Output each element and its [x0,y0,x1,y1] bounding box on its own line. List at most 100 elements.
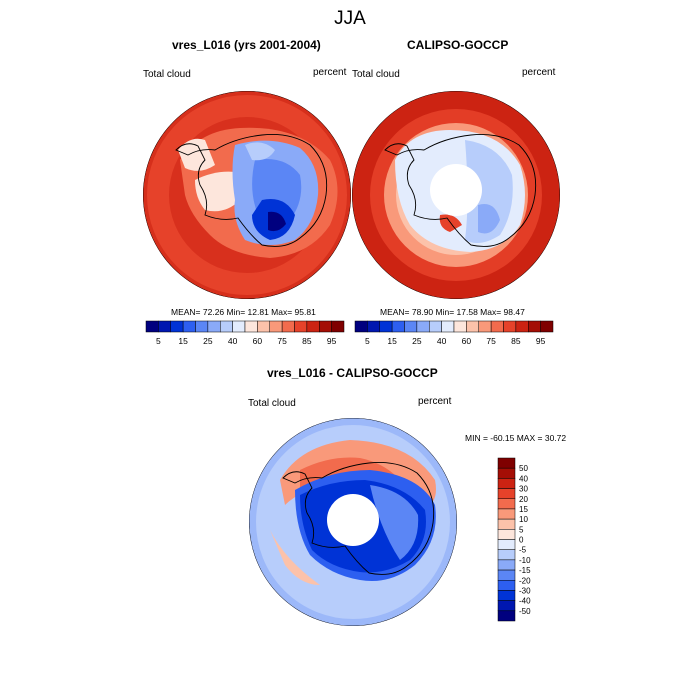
panel-3-colorbar-label: 10 [519,515,528,524]
panel-3-colorbar-label: 40 [519,474,528,483]
panel-3-colorbar-label: -40 [519,597,531,606]
panel-3-colorbar-label: -5 [519,546,527,555]
panel-3-units-label: percent [418,396,452,407]
panel-2-colorbar-box [416,320,430,333]
panel-1-light-patch [245,142,275,161]
panel-1-colorbar-label: 15 [178,336,188,346]
panel-1-colorbar-box [319,320,332,333]
panel-3-colorbar-box [497,508,516,520]
panel-1-colorbar-label: 5 [156,336,161,346]
panel-2-colorbar-box [515,320,529,333]
panel-2-colorbar-label: 40 [437,336,447,346]
panel-3-colorbar-box [497,498,516,510]
panel-1-stats: MEAN= 72.26 Min= 12.81 Max= 95.81 [171,307,316,317]
panel-1-colorbar-label: 40 [228,336,238,346]
panel-3-colorbar-box [497,478,516,489]
panel-2-stats: MEAN= 78.90 Min= 17.58 Max= 98.47 [380,307,525,317]
panel-1-colorbar-box [145,320,159,333]
panel-2-colorbar-label: 5 [365,336,370,346]
panel-3-colorbar-box [497,590,516,601]
panel-1-colorbar-label: 95 [327,336,337,346]
panel-2-units-label: percent [522,67,556,78]
panel-3-stats: MIN = -60.15 MAX = 30.72 [465,433,567,443]
panel-1-colorbar-box [244,320,258,333]
panel-1-colorbar-label: 60 [253,336,263,346]
panel-2-colorbar-box [429,320,442,333]
panel-1-colorbar-box [220,320,233,333]
panel-3-plateau-negative [370,485,419,560]
panel-3-colorbar-label: -30 [519,586,531,595]
page-title: JJA [334,8,366,29]
panel-1-colorbar-box [294,320,308,333]
panel-2-colorbar-box [441,320,455,333]
panel-3-map [249,418,457,626]
panel-3-colorbar-box [497,467,516,479]
panel-1-colorbar-box [269,320,283,333]
panel-2-colorbar-label: 85 [511,336,521,346]
panel-2-colorbar-label: 60 [462,336,472,346]
panel-3-variable-label: Total cloud [248,398,296,409]
panel-1-units-label: percent [313,67,347,78]
panel-2-colorbar-box [478,320,492,333]
panel-1-colorbar-box [170,320,184,333]
panel-3-colorbar-label: 5 [519,525,524,534]
panel-3-colorbar-box [497,559,516,571]
panel-3-colorbar-label: -15 [519,566,531,575]
panel-1-colorbar-box [232,320,246,333]
panel-1-colorbar-label: 25 [203,336,213,346]
panel-2-colorbar-box [379,320,393,333]
panel-1-colorbar-label: 85 [302,336,312,346]
panel-1-colorbar-box [306,320,320,333]
panel-1-colorbar-label: 75 [277,336,287,346]
panel-2-colorbar-label: 95 [536,336,546,346]
panel-2-title: CALIPSO-GOCCP [407,38,509,52]
panel-2-colorbar-box [528,320,541,333]
panel-1-colorbar-box [281,320,295,333]
panel-1-colorbar-box [207,320,221,333]
panel-3-title: vres_L016 - CALIPSO-GOCCP [267,366,438,380]
panel-1-colorbar: 5 15 25 40 60 75 85 95 [145,320,345,346]
panel-3-colorbar-label: -10 [519,556,531,565]
panel-3-colorbar-label: 50 [519,464,528,473]
panel-1-colorbar-box [182,320,196,333]
panel-1-variable-label: Total cloud [143,69,191,80]
panel-2-colorbar: 5 15 25 40 60 75 85 95 [354,320,554,346]
panel-2-interior-patch [478,204,500,234]
panel-2-colorbar-box [404,320,418,333]
panel-2-variable-label: Total cloud [352,69,400,80]
panel-3-colorbar-label: -20 [519,576,531,585]
panel-2-colorbar-box [367,320,380,333]
panel-3-colorbar-box [497,518,516,530]
panel-3-polar-gap [327,494,379,546]
panel-3-colorbar-box [497,549,516,561]
panel-2-coastline [384,134,537,247]
panel-2-colorbar-box [466,320,479,333]
panel-3-colorbar-box [497,539,516,550]
panel-3-colorbar-box [497,600,516,612]
panel-2-east-plateau [465,140,513,244]
panel-3-colorbar-label: 0 [519,536,524,545]
panel-2-colorbar-label: 25 [412,336,422,346]
panel-3-colorbar-label: -50 [519,607,531,616]
panel-3-colorbar-box [497,610,516,622]
panel-3-colorbar-box [497,529,516,540]
panel-2-colorbar-box [391,320,405,333]
panel-3-colorbar-box [497,580,516,591]
panel-2-colorbar-label: 75 [486,336,496,346]
panel-1-map [143,91,351,299]
panel-2-polar-gap [430,164,482,216]
panel-2-map [352,91,560,299]
panel-3-colorbar-box [497,569,516,581]
panel-2-colorbar-box [354,320,368,333]
panel-3-colorbar-label: 20 [519,495,528,504]
panel-1-deep-minimum [268,211,286,232]
panel-1-title: vres_L016 (yrs 2001-2004) [172,38,321,52]
panel-1-coastline [175,134,328,247]
panel-3-colorbar-label: 15 [519,505,528,514]
panel-3-colorbar-box [497,457,516,469]
panel-3-colorbar-label: 30 [519,485,528,494]
panel-2-colorbar-box [453,320,467,333]
panel-3-south-positive [270,530,320,585]
